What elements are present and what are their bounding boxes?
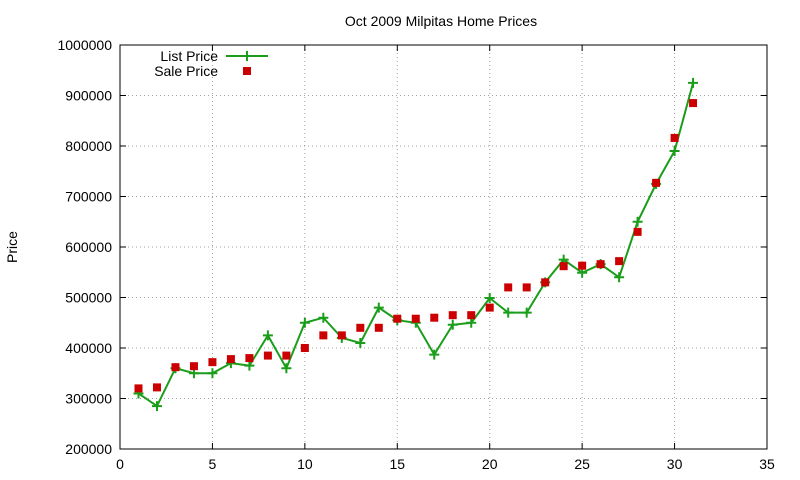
list-price-point: [373, 302, 384, 313]
list-price-point: [244, 360, 255, 371]
list-price-point: [299, 317, 310, 328]
x-tick-label: 30: [667, 456, 683, 472]
sale-price-point: [504, 283, 513, 292]
y-tick-label: 300000: [65, 391, 112, 407]
sale-price-point: [393, 314, 402, 323]
y-tick-label: 200000: [65, 441, 112, 457]
sale-price-point: [541, 278, 550, 287]
legend-marker-list-price: [242, 51, 252, 61]
sale-price-point: [633, 227, 642, 236]
y-axis-label: Price: [4, 231, 20, 263]
x-tick-label: 25: [574, 456, 590, 472]
sale-price-point: [652, 178, 661, 187]
list-price-line: [137, 82, 695, 408]
sale-price-point: [208, 358, 217, 367]
list-price-point: [151, 401, 162, 412]
sale-price-point: [670, 133, 679, 142]
list-price-point: [688, 77, 699, 88]
sale-price-point: [615, 257, 624, 266]
sale-price-point: [300, 344, 309, 352]
legend: List Price Sale Price: [154, 48, 268, 79]
x-tick-label: 10: [297, 456, 313, 472]
sale-price-point: [152, 383, 161, 392]
y-tick-label: 500000: [65, 290, 112, 306]
legend-swatch-sale-price: [243, 67, 251, 75]
legend-marker-sale-price: [243, 67, 251, 75]
sale-price-point: [578, 261, 587, 270]
y-tick-label: 700000: [65, 189, 112, 205]
sale-price-point: [282, 351, 291, 360]
grid: [120, 45, 767, 449]
list-price-point: [614, 272, 625, 283]
y-tick-label: 800000: [65, 138, 112, 154]
chart-title: Oct 2009 Milpitas Home Prices: [345, 13, 537, 29]
sale-price-point: [448, 311, 457, 320]
axis-ticks: 200000 300000 400000 500000 600000 700000 8000…: [57, 37, 775, 472]
x-tick-label: 15: [389, 456, 405, 472]
sale-price-point: [226, 355, 235, 364]
sale-price-point: [411, 314, 420, 323]
list-price-point: [262, 330, 273, 341]
list-price-point: [669, 146, 680, 157]
sale-price-point: [374, 323, 383, 332]
y-tick-label: 600000: [65, 239, 112, 255]
x-tick-label: 35: [759, 456, 775, 472]
x-tick-label: 20: [482, 456, 498, 472]
plot-frame: [119, 44, 768, 450]
sale-price-point: [356, 323, 365, 332]
list-price-point: [355, 337, 366, 348]
list-price-point: [429, 349, 440, 360]
sale-price-point: [171, 363, 180, 372]
legend-label-list-price: List Price: [160, 48, 218, 64]
sale-price-point: [263, 351, 272, 360]
sale-price-point: [245, 354, 254, 363]
list-price-point: [503, 307, 514, 318]
plot-area: [133, 77, 699, 412]
sale-price-point: [337, 331, 346, 340]
sale-price-point: [467, 311, 476, 320]
list-price-point: [318, 312, 329, 323]
x-tick-label: 0: [116, 456, 124, 472]
legend-label-sale-price: Sale Price: [154, 63, 218, 79]
sale-price-point: [430, 313, 439, 322]
list-price-point: [281, 363, 292, 374]
list-price-point: [466, 317, 477, 328]
sale-price-point: [319, 331, 328, 340]
sale-price-point: [485, 303, 494, 312]
sale-price-point: [522, 283, 531, 292]
list-price-point: [484, 293, 495, 304]
y-tick-label: 900000: [65, 88, 112, 104]
sale-price-point: [189, 362, 198, 371]
y-tick-label: 1000000: [57, 37, 112, 53]
x-tick-label: 5: [209, 456, 217, 472]
sale-price-point: [596, 260, 605, 269]
list-price-point: [207, 368, 218, 379]
legend-swatch-list-price: [226, 51, 268, 61]
y-tick-label: 400000: [65, 340, 112, 356]
list-price-point: [447, 319, 458, 330]
sale-price-point: [559, 262, 568, 271]
sale-price-point: [134, 384, 143, 393]
sale-price-point: [689, 99, 698, 108]
list-price-point: [521, 307, 532, 318]
list-price-point: [632, 216, 643, 227]
